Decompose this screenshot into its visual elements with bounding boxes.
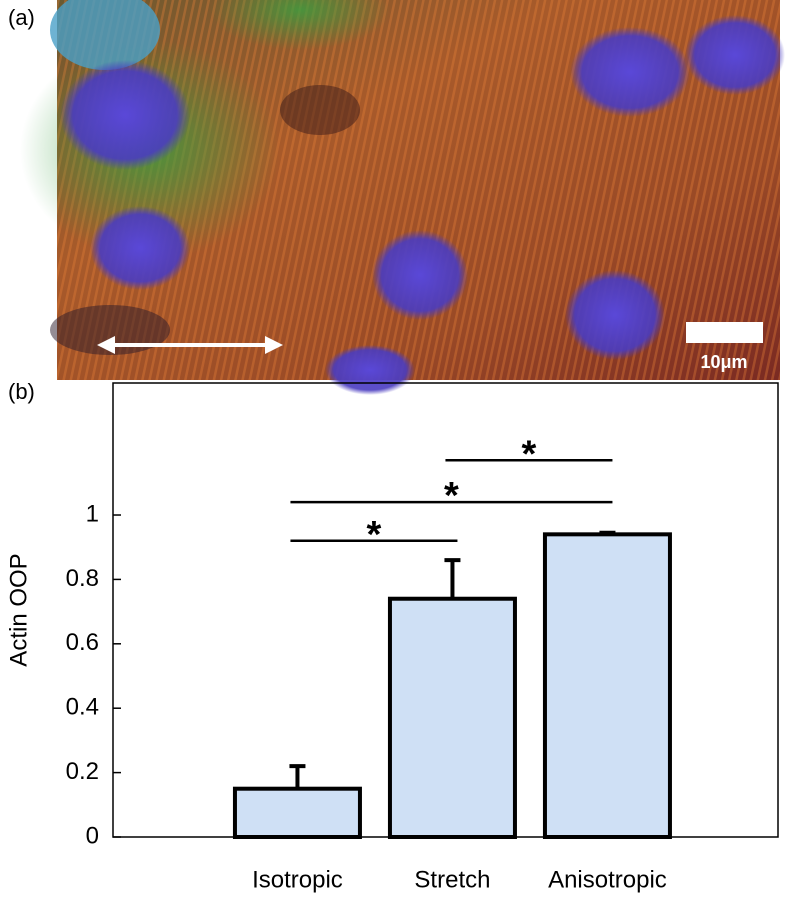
scale-bar-label: 10μm	[700, 352, 747, 372]
significance-label: *	[367, 514, 382, 556]
bar	[387, 596, 517, 839]
bar	[542, 532, 672, 839]
y-tick-label: 0.2	[66, 758, 99, 785]
y-tick-label: 0.8	[66, 565, 99, 592]
panel-label: (b)	[8, 379, 35, 404]
y-tick-label: 0.6	[66, 629, 99, 656]
x-tick-label: Isotropic	[252, 866, 343, 893]
y-axis-label: Actin OOP	[5, 553, 32, 666]
y-tick-label: 0	[86, 822, 99, 849]
y-tick-label: 1	[86, 500, 99, 527]
x-tick-label: Stretch	[414, 866, 490, 893]
bar	[232, 786, 362, 840]
significance-label: *	[522, 433, 537, 475]
micrograph: 10μm	[20, 0, 785, 395]
panel-label: (a)	[8, 5, 35, 30]
significance-label: *	[444, 475, 459, 517]
x-tick-label: Anisotropic	[548, 866, 667, 893]
y-tick-label: 0.4	[66, 694, 99, 721]
